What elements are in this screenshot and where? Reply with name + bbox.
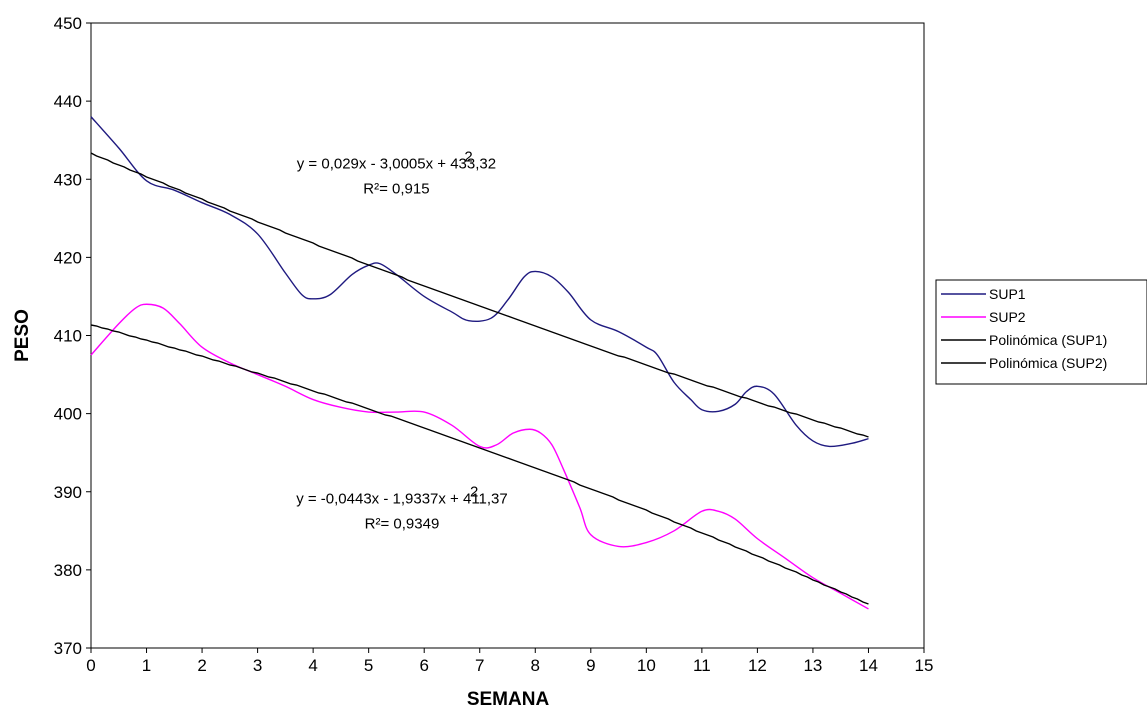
- x-tick-label: 10: [637, 656, 656, 675]
- y-tick-label: 440: [54, 92, 82, 111]
- y-tick-label: 420: [54, 248, 82, 267]
- y-tick-label: 390: [54, 483, 82, 502]
- x-tick-label: 7: [475, 656, 484, 675]
- x-tick-label: 12: [748, 656, 767, 675]
- trend-r2-2: R²= 0,9349: [365, 515, 440, 532]
- x-tick-label: 11: [693, 656, 711, 675]
- y-tick-label: 370: [54, 639, 82, 658]
- plot-frame: [90, 22, 925, 649]
- legend-label-sup1: SUP1: [989, 286, 1026, 302]
- x-tick-label: 14: [859, 656, 878, 675]
- x-tick-label: 15: [915, 656, 934, 675]
- trend-equation-superscript: 2: [470, 483, 478, 500]
- x-tick-label: 8: [531, 656, 540, 675]
- x-tick-label: 4: [308, 656, 317, 675]
- y-tick-label: 430: [54, 170, 82, 189]
- series-line-polin-mica-sup2: [90, 324, 869, 605]
- trend-equation-2: y = -0,0443x - 1,9337x + 411,37: [296, 490, 508, 507]
- legend-label-sup2: SUP2: [989, 309, 1026, 325]
- x-tick-label: 9: [586, 656, 595, 675]
- trend-equation-1: y = 0,029x - 3,0005x + 433,32: [297, 155, 496, 172]
- series-line-polin-mica-sup1: [90, 152, 869, 438]
- legend-box: [935, 279, 1147, 385]
- legend-label-polin-mica-sup1: Polinómica (SUP1): [989, 332, 1107, 348]
- trend-r2-1: R²= 0,915: [363, 180, 429, 197]
- y-tick-label: 410: [54, 327, 82, 346]
- legend-label-polin-mica-sup2: Polinómica (SUP2): [989, 355, 1107, 371]
- trend-equation-text: y = -0,0443x - 1,9337x + 411,37: [296, 490, 508, 507]
- y-tick-label: 380: [54, 561, 82, 580]
- y-tick-label: 400: [54, 405, 82, 424]
- x-tick-label: 13: [803, 656, 822, 675]
- x-tick-label: 1: [142, 656, 151, 675]
- y-tick-label: 450: [54, 14, 82, 33]
- series-line-sup2: [90, 303, 869, 610]
- x-tick-label: 6: [419, 656, 428, 675]
- x-tick-label: 0: [86, 656, 95, 675]
- x-axis-title: SEMANA: [467, 689, 550, 710]
- x-tick-label: 5: [364, 656, 373, 675]
- legend: SUP1 SUP2 Polinómica (SUP1) Polinómica (SUP…: [935, 279, 1147, 385]
- x-tick-label: 3: [253, 656, 262, 675]
- trend-equation-text: y = 0,029x - 3,0005x + 433,32: [297, 155, 496, 172]
- y-axis-title: PESO: [12, 309, 33, 362]
- series-line-sup1: [90, 116, 869, 448]
- trend-equation-superscript: 2: [464, 148, 472, 165]
- x-tick-label: 2: [197, 656, 206, 675]
